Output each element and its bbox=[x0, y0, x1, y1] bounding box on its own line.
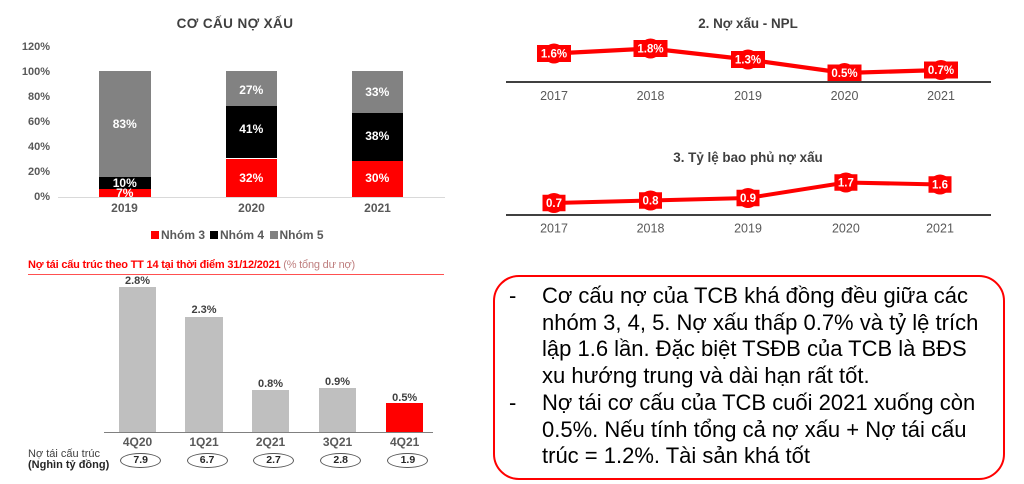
svg-text:0.5%: 0.5% bbox=[831, 68, 857, 80]
svg-text:0.8: 0.8 bbox=[643, 196, 660, 208]
svg-text:2019: 2019 bbox=[734, 89, 762, 103]
svg-text:2020: 2020 bbox=[831, 89, 859, 103]
svg-text:1.3%: 1.3% bbox=[735, 55, 761, 67]
svg-text:2019: 2019 bbox=[734, 221, 762, 235]
svg-text:2018: 2018 bbox=[637, 89, 665, 103]
svg-text:0.7%: 0.7% bbox=[928, 65, 954, 77]
svg-text:1.7: 1.7 bbox=[838, 178, 854, 190]
svg-text:2021: 2021 bbox=[926, 221, 954, 235]
svg-text:2017: 2017 bbox=[540, 89, 568, 103]
svg-text:2021: 2021 bbox=[927, 89, 955, 103]
svg-text:1.8%: 1.8% bbox=[637, 44, 663, 56]
svg-text:0.7: 0.7 bbox=[546, 198, 562, 210]
svg-text:0.9: 0.9 bbox=[740, 193, 756, 205]
svg-text:2017: 2017 bbox=[540, 221, 568, 235]
svg-text:2018: 2018 bbox=[637, 221, 665, 235]
svg-text:2020: 2020 bbox=[832, 221, 860, 235]
svg-text:1.6: 1.6 bbox=[932, 180, 948, 192]
svg-text:1.6%: 1.6% bbox=[541, 49, 567, 61]
